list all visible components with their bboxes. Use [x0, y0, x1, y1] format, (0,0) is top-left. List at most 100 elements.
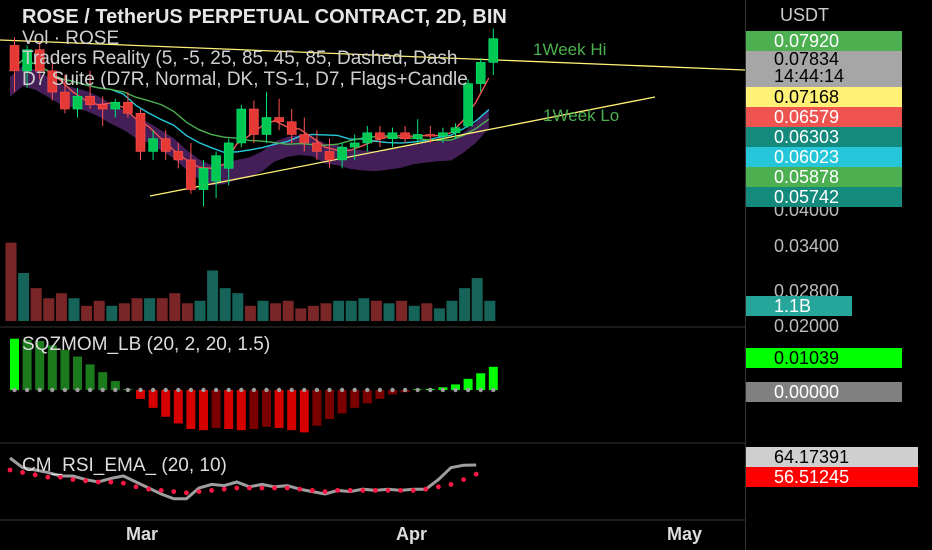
volume-bar — [244, 305, 256, 321]
candle-body — [463, 83, 473, 127]
price-tag-last: 0.07834 14:44:14 — [746, 49, 902, 89]
rsi-ema-dot — [121, 480, 126, 486]
price-scale[interactable]: USDT 0.04000 0.03400 0.02800 0.02000 0.0… — [745, 0, 932, 550]
last-price-value: 0.07834 — [774, 49, 840, 69]
rsi-ema-dot — [385, 488, 391, 493]
rsi-ema-dot — [259, 485, 265, 491]
candle-body — [223, 142, 234, 169]
rsi-ema-dot — [108, 479, 114, 485]
rsi-ema-dot — [272, 485, 277, 491]
sqzmom-bar — [476, 373, 486, 390]
rsi-ema-dot — [83, 478, 88, 484]
candle-body — [425, 134, 436, 137]
candle-body — [34, 49, 45, 72]
price-tag-week-high: 0.07920 — [746, 31, 902, 51]
rsi-ema-dot — [196, 489, 202, 494]
volume-bar — [446, 300, 458, 321]
volume-bar — [232, 293, 244, 321]
sqz-zero-dot — [415, 387, 420, 393]
sqz-zero-dot — [150, 387, 156, 393]
volume-bar — [118, 303, 130, 321]
sqzmom-zero-tag: 0.00000 — [746, 382, 902, 402]
rsi-ema-dot — [436, 484, 441, 490]
rsi-ema-dot — [473, 471, 479, 477]
sqzmom-value-tag: 0.01039 — [746, 348, 902, 368]
volume-bar — [333, 300, 345, 321]
price-tag-week-low: 0.05742 — [746, 187, 902, 207]
sqz-zero-dot — [50, 387, 55, 393]
volume-bar — [131, 298, 143, 321]
sqzmom-bar — [337, 390, 347, 414]
volume-indicator-label: Vol · ROSE — [22, 28, 120, 49]
sqz-zero-dot — [339, 387, 345, 393]
sqz-zero-dot — [87, 387, 93, 393]
rsi-ema-dot — [398, 488, 403, 493]
price-tag-teal: 0.06303 — [746, 127, 902, 147]
volume-bar — [181, 303, 193, 321]
volume-bar — [81, 305, 93, 321]
chart-canvas[interactable] — [0, 0, 745, 550]
rsi-ema-dot — [461, 477, 466, 482]
sqz-zero-dot — [251, 387, 257, 393]
candle-body — [387, 132, 398, 139]
sqz-zero-dot — [491, 387, 496, 393]
sqzmom-bar — [488, 366, 498, 390]
sqzmom-bar — [274, 390, 284, 428]
sqzmom-bar — [362, 390, 372, 404]
week-low-annotation: 1Week Lo — [543, 106, 620, 125]
volume-bar — [5, 242, 17, 321]
sqz-zero-dot — [402, 387, 408, 393]
volume-bar — [194, 300, 206, 321]
sqzmom-bar — [47, 345, 57, 390]
rsi-ema-dot — [448, 482, 454, 487]
volume-bar — [295, 308, 307, 321]
sqzmom-bar — [451, 384, 460, 390]
volume-bar — [396, 300, 408, 321]
rsi-ema-dot — [7, 467, 13, 473]
resistance-trendline — [0, 39, 745, 71]
sqz-zero-dot — [264, 387, 269, 393]
rsi-ema-dot — [158, 488, 164, 493]
price-tick: 0.02000 — [774, 316, 840, 336]
sqzmom-bar — [375, 390, 385, 399]
candle-body — [198, 168, 209, 190]
rsi-ema-dot — [20, 470, 25, 475]
sqzmom-label: SQZMOM_LB (20, 2, 20, 1.5) — [22, 334, 271, 355]
countdown-timer: 14:44:14 — [774, 66, 845, 86]
candle-body — [9, 45, 20, 72]
sqz-zero-dot — [75, 387, 80, 393]
volume-bar — [307, 305, 319, 321]
volume-bar — [93, 300, 105, 321]
candle-body — [337, 146, 347, 161]
rsi-ema-dot — [247, 485, 252, 491]
sqzmom-bar — [148, 390, 158, 408]
sqz-zero-dot — [365, 387, 370, 393]
candle-body — [349, 142, 360, 148]
x-axis-label-apr: Apr — [396, 524, 427, 544]
sqz-zero-dot — [138, 387, 143, 393]
candle-body — [400, 132, 410, 139]
sqzmom-bar — [22, 339, 32, 390]
volume-bar — [55, 293, 67, 321]
price-tag-green: 0.05878 — [746, 167, 902, 187]
sqz-zero-dot — [37, 387, 42, 393]
sqzmom-bar — [262, 390, 271, 427]
sqzmom-bar — [224, 390, 234, 430]
volume-bar — [358, 298, 370, 321]
volume-bar — [106, 305, 118, 321]
sqz-zero-dot — [62, 387, 68, 393]
x-axis-label-mar: Mar — [126, 524, 159, 544]
sqz-zero-dot — [100, 387, 105, 393]
rsi-ema-dot — [32, 472, 38, 478]
sqz-zero-dot — [428, 387, 433, 393]
sqzmom-bar — [10, 338, 19, 390]
rsi-ema-dot — [70, 477, 76, 482]
sqzmom-bar — [388, 390, 397, 395]
sqzmom-bar — [199, 390, 208, 431]
volume-bar — [144, 298, 156, 321]
price-tag-cyan: 0.06023 — [746, 147, 902, 167]
week-high-annotation: 1Week Hi — [533, 40, 607, 59]
sqzmom-bar — [60, 349, 70, 390]
sqzmom-bar — [73, 356, 82, 390]
sqz-zero-dot — [213, 387, 219, 393]
